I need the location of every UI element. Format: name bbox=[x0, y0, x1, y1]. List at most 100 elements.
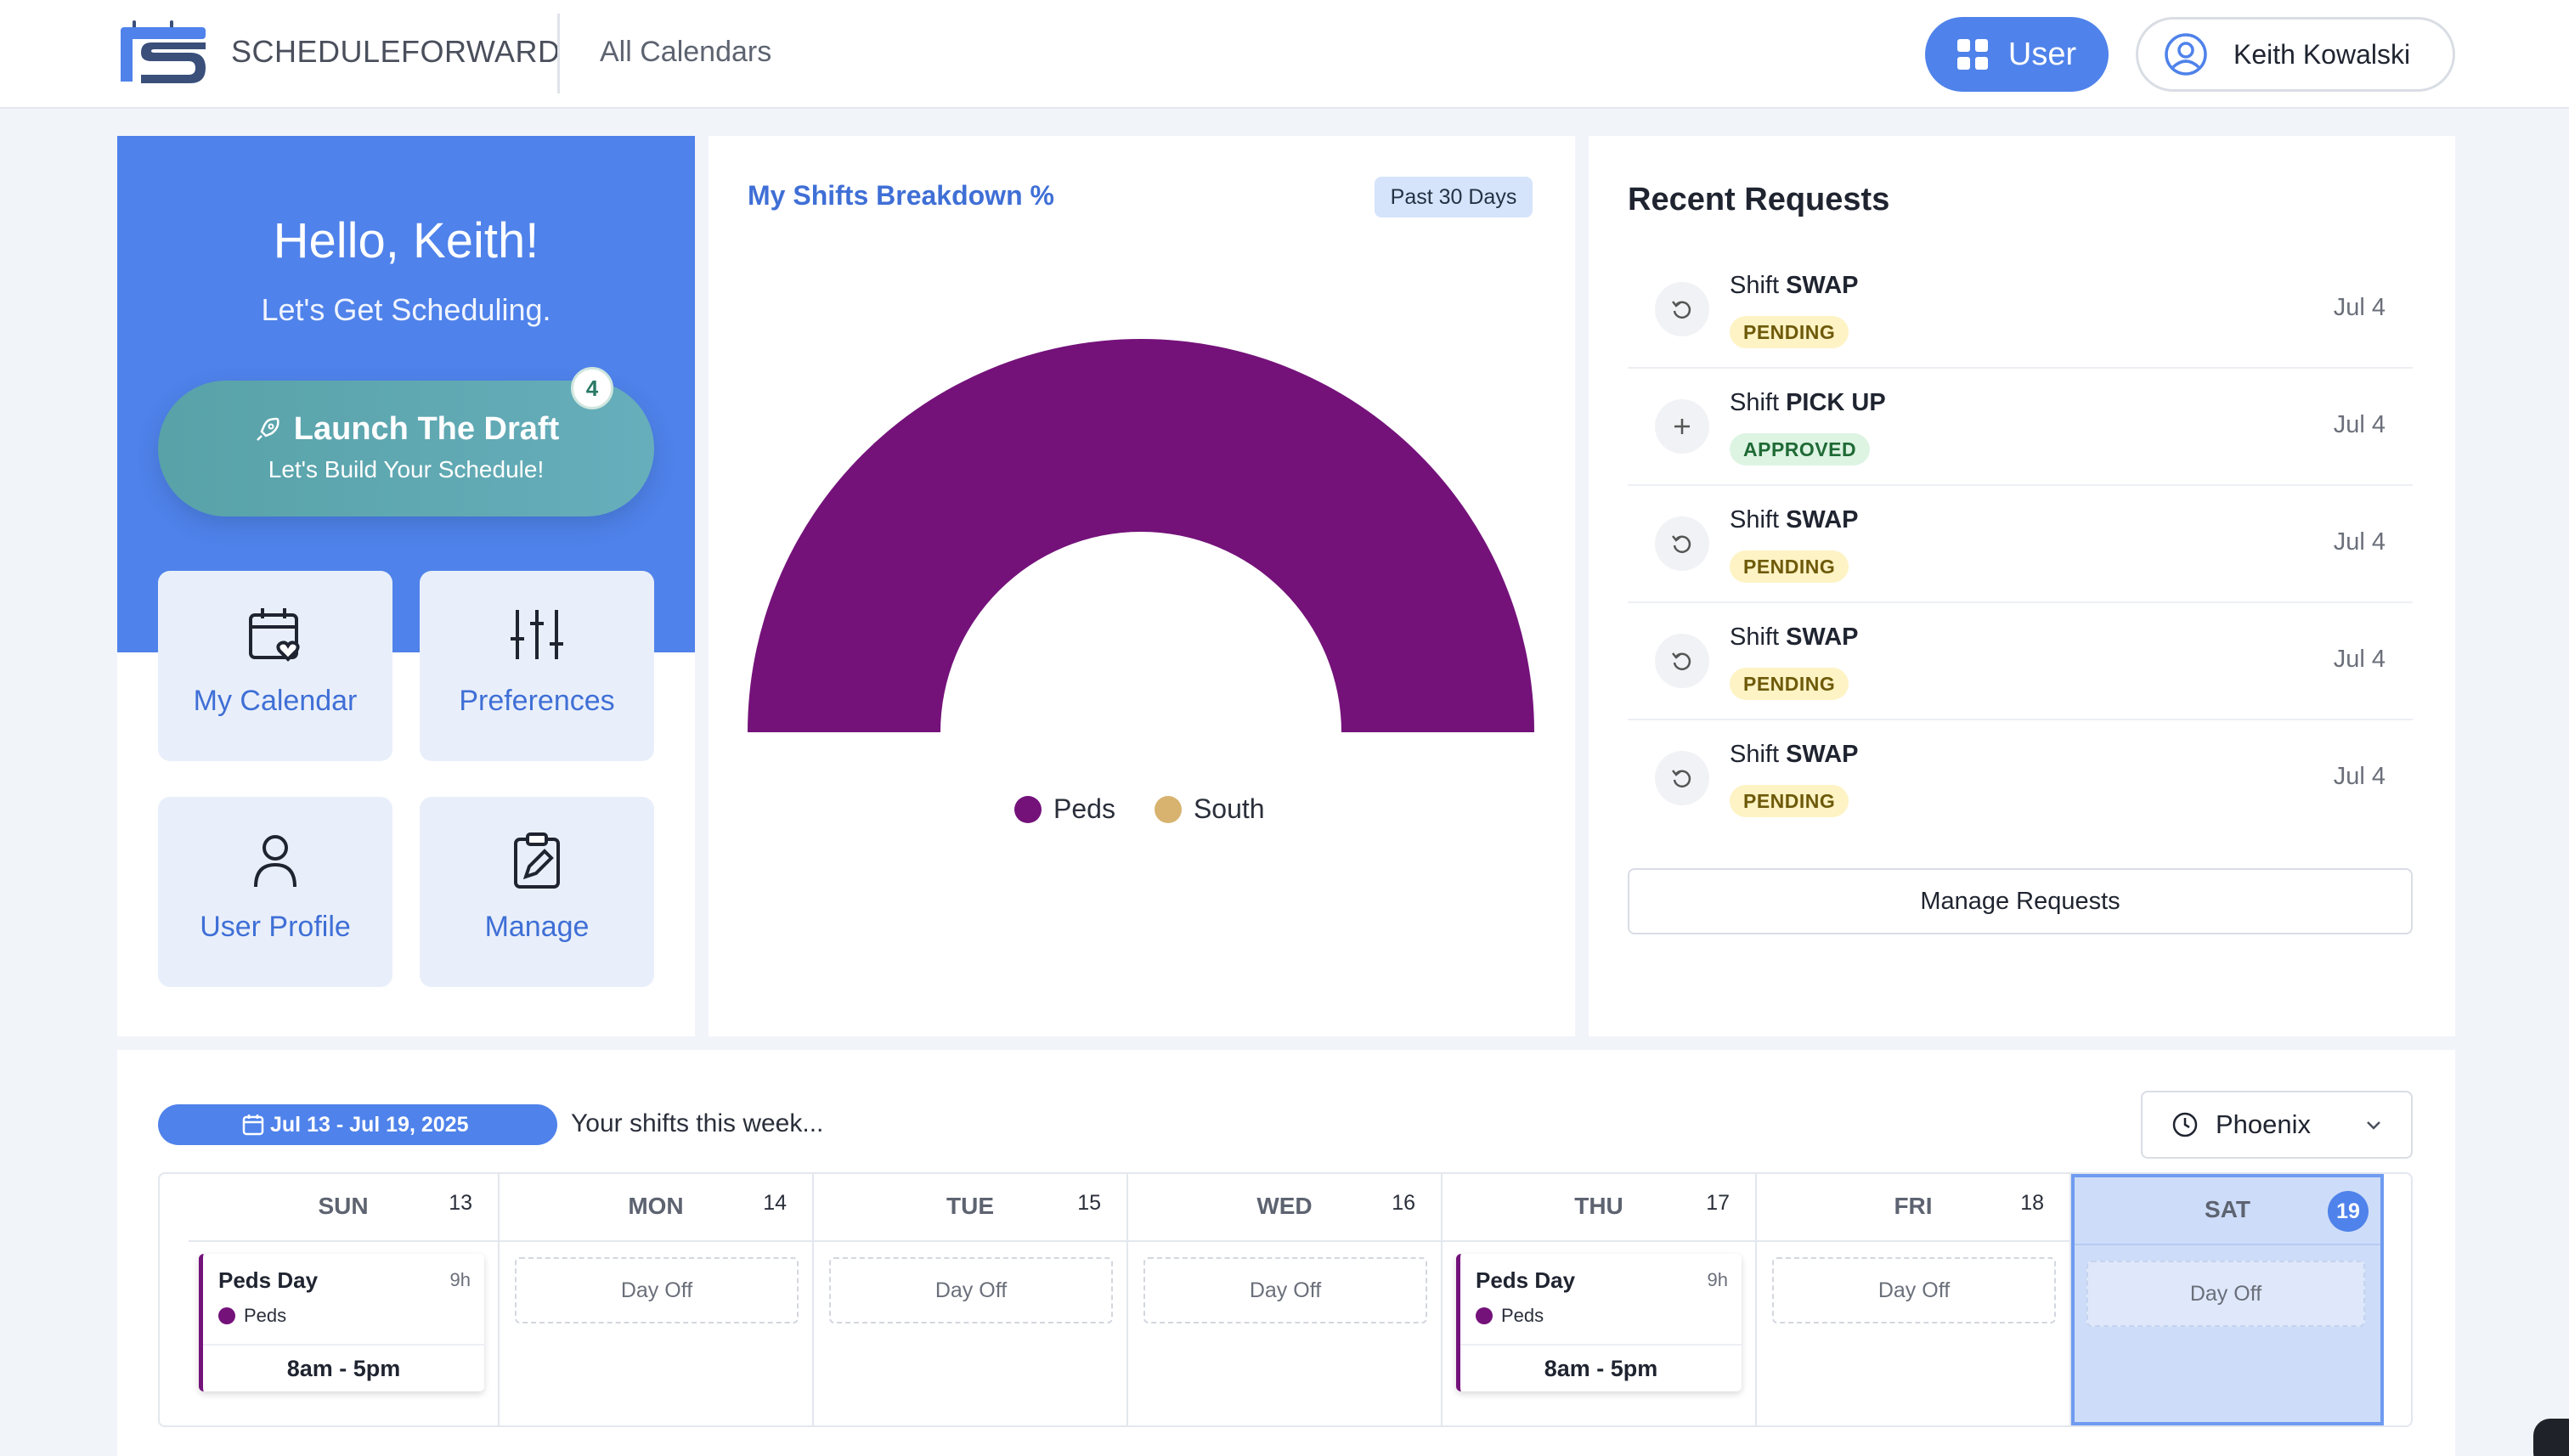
legend-item-peds[interactable]: Peds bbox=[1014, 793, 1115, 825]
launch-draft-subtitle: Let's Build Your Schedule! bbox=[268, 456, 545, 483]
shift-hours: 9h bbox=[449, 1269, 471, 1290]
launch-draft-button[interactable]: Launch The Draft Let's Build Your Schedu… bbox=[158, 381, 654, 516]
day-off-slot[interactable]: Day Off bbox=[2086, 1261, 2365, 1327]
day-column-tue[interactable]: TUE 15 Day Off bbox=[814, 1174, 1128, 1425]
day-column-fri[interactable]: FRI 18 Day Off bbox=[1757, 1174, 2071, 1425]
calendar-icon bbox=[242, 1115, 264, 1136]
status-badge: APPROVED bbox=[1730, 433, 1871, 466]
day-off-slot[interactable]: Day Off bbox=[515, 1257, 799, 1323]
scheduleforward-logo-icon[interactable] bbox=[117, 17, 211, 87]
day-header: MON 14 bbox=[500, 1174, 812, 1242]
slice-peds[interactable] bbox=[748, 339, 1534, 732]
user-icon bbox=[254, 835, 296, 888]
recent-requests-title: Recent Requests bbox=[1628, 182, 1890, 217]
timezone-select[interactable]: Phoenix bbox=[2141, 1091, 2413, 1159]
status-badge: PENDING bbox=[1730, 550, 1849, 583]
manage-label: Manage bbox=[484, 911, 590, 943]
user-profile-tile[interactable]: User Profile bbox=[158, 797, 392, 987]
request-row[interactable]: Shift SWAP PENDING Jul 4 bbox=[1628, 603, 2413, 720]
manage-requests-button[interactable]: Manage Requests bbox=[1628, 868, 2413, 934]
legend-label-peds: Peds bbox=[1053, 793, 1115, 824]
calendar-heart-icon bbox=[249, 608, 300, 662]
status-badge: PENDING bbox=[1730, 316, 1849, 348]
request-date: Jul 4 bbox=[2333, 294, 2386, 321]
day-column-mon[interactable]: MON 14 Day Off bbox=[500, 1174, 814, 1425]
request-row[interactable]: Shift SWAP PENDING Jul 4 bbox=[1628, 486, 2413, 603]
chart-legend: Peds South bbox=[1014, 793, 1265, 825]
shift-title: Peds Day bbox=[218, 1267, 319, 1293]
day-column-sat-today[interactable]: SAT 19 Day Off bbox=[2071, 1174, 2384, 1425]
legend-item-south[interactable]: South bbox=[1154, 793, 1265, 825]
brand-name: SCHEDULEFORWARD bbox=[231, 34, 561, 69]
request-label: Shift SWAP bbox=[1730, 272, 1859, 299]
breakdown-title: My Shifts Breakdown % bbox=[748, 180, 1054, 211]
greeting-subtitle: Let's Get Scheduling. bbox=[261, 292, 551, 327]
day-name: MON bbox=[628, 1193, 684, 1219]
undo-icon bbox=[1655, 282, 1709, 336]
launch-count-badge: 4 bbox=[571, 367, 613, 409]
manage-tile[interactable]: Manage bbox=[420, 797, 654, 987]
day-name: WED bbox=[1256, 1193, 1313, 1219]
launch-draft-title: Launch The Draft bbox=[293, 411, 560, 447]
day-number: 18 bbox=[2020, 1191, 2044, 1215]
undo-icon bbox=[1655, 751, 1709, 805]
request-row[interactable]: Shift PICK UP APPROVED Jul 4 bbox=[1628, 369, 2413, 486]
day-header: SUN 13 bbox=[189, 1174, 498, 1242]
day-name: FRI bbox=[1894, 1193, 1933, 1219]
my-calendar-tile[interactable]: My Calendar bbox=[158, 571, 392, 761]
day-off-slot[interactable]: Day Off bbox=[1772, 1257, 2056, 1323]
request-label: Shift SWAP bbox=[1730, 741, 1859, 768]
day-name: SAT bbox=[2205, 1196, 2250, 1222]
account-name: Keith Kowalski bbox=[2233, 38, 2411, 70]
user-circle-icon bbox=[2165, 33, 2207, 76]
account-button[interactable]: Keith Kowalski bbox=[2136, 17, 2455, 92]
all-calendars-link[interactable]: All Calendars bbox=[600, 36, 772, 68]
top-header: SCHEDULEFORWARD All Calendars User Keith… bbox=[0, 0, 2569, 109]
timezone-value: Phoenix bbox=[2216, 1109, 2312, 1139]
request-label: Shift PICK UP bbox=[1730, 389, 1886, 416]
user-role-button[interactable]: User bbox=[1925, 17, 2109, 92]
my-calendar-label: My Calendar bbox=[193, 685, 358, 717]
day-number: 15 bbox=[1077, 1191, 1101, 1215]
plus-icon bbox=[1655, 399, 1709, 454]
location-dot bbox=[218, 1307, 235, 1324]
preferences-tile[interactable]: Preferences bbox=[420, 571, 654, 761]
request-label: Shift SWAP bbox=[1730, 624, 1859, 651]
day-off-slot[interactable]: Day Off bbox=[829, 1257, 1113, 1323]
day-header: FRI 18 bbox=[1757, 1174, 2069, 1242]
user-role-label: User bbox=[2007, 36, 2077, 72]
week-range-button[interactable]: Jul 13 - Jul 19, 2025 bbox=[158, 1104, 557, 1145]
request-row[interactable]: Shift SWAP PENDING Jul 4 bbox=[1628, 251, 2413, 369]
undo-icon bbox=[1655, 516, 1709, 571]
week-range-label: Jul 13 - Jul 19, 2025 bbox=[270, 1112, 469, 1137]
peds-legend-dot bbox=[1014, 795, 1042, 823]
day-name: THU bbox=[1574, 1193, 1623, 1219]
day-header: THU 17 bbox=[1443, 1174, 1755, 1242]
day-column-sun[interactable]: SUN 13 Peds Day 9h Peds 8am - 5pm bbox=[189, 1174, 500, 1425]
location-dot bbox=[1476, 1307, 1493, 1324]
day-number: 16 bbox=[1392, 1191, 1415, 1215]
request-date: Jul 4 bbox=[2333, 528, 2386, 556]
sliders-icon bbox=[511, 610, 563, 659]
request-row[interactable]: Shift SWAP PENDING Jul 4 bbox=[1628, 720, 2413, 838]
rocket-icon bbox=[256, 417, 279, 441]
day-name: SUN bbox=[318, 1193, 369, 1219]
day-number: 14 bbox=[763, 1191, 787, 1215]
day-header: TUE 15 bbox=[814, 1174, 1126, 1242]
day-header: WED 16 bbox=[1128, 1174, 1441, 1242]
period-badge[interactable]: Past 30 Days bbox=[1375, 177, 1533, 217]
day-off-slot[interactable]: Day Off bbox=[1143, 1257, 1427, 1323]
shift-title: Peds Day bbox=[1476, 1267, 1576, 1293]
shift-card[interactable]: Peds Day 9h Peds 8am - 5pm bbox=[1456, 1254, 1742, 1391]
status-badge: PENDING bbox=[1730, 785, 1849, 817]
preferences-label: Preferences bbox=[459, 685, 615, 717]
day-header: SAT 19 bbox=[2075, 1177, 2380, 1245]
shift-card[interactable]: Peds Day 9h Peds 8am - 5pm bbox=[199, 1254, 484, 1391]
day-column-thu[interactable]: THU 17 Peds Day 9h Peds 8am - 5pm bbox=[1443, 1174, 1757, 1425]
floating-widget[interactable] bbox=[2533, 1419, 2569, 1456]
shifts-half-donut-chart bbox=[748, 339, 1534, 732]
shift-time: 8am - 5pm bbox=[203, 1344, 484, 1391]
request-date: Jul 4 bbox=[2333, 646, 2386, 673]
grid-icon bbox=[1956, 39, 1988, 70]
day-column-wed[interactable]: WED 16 Day Off bbox=[1128, 1174, 1443, 1425]
